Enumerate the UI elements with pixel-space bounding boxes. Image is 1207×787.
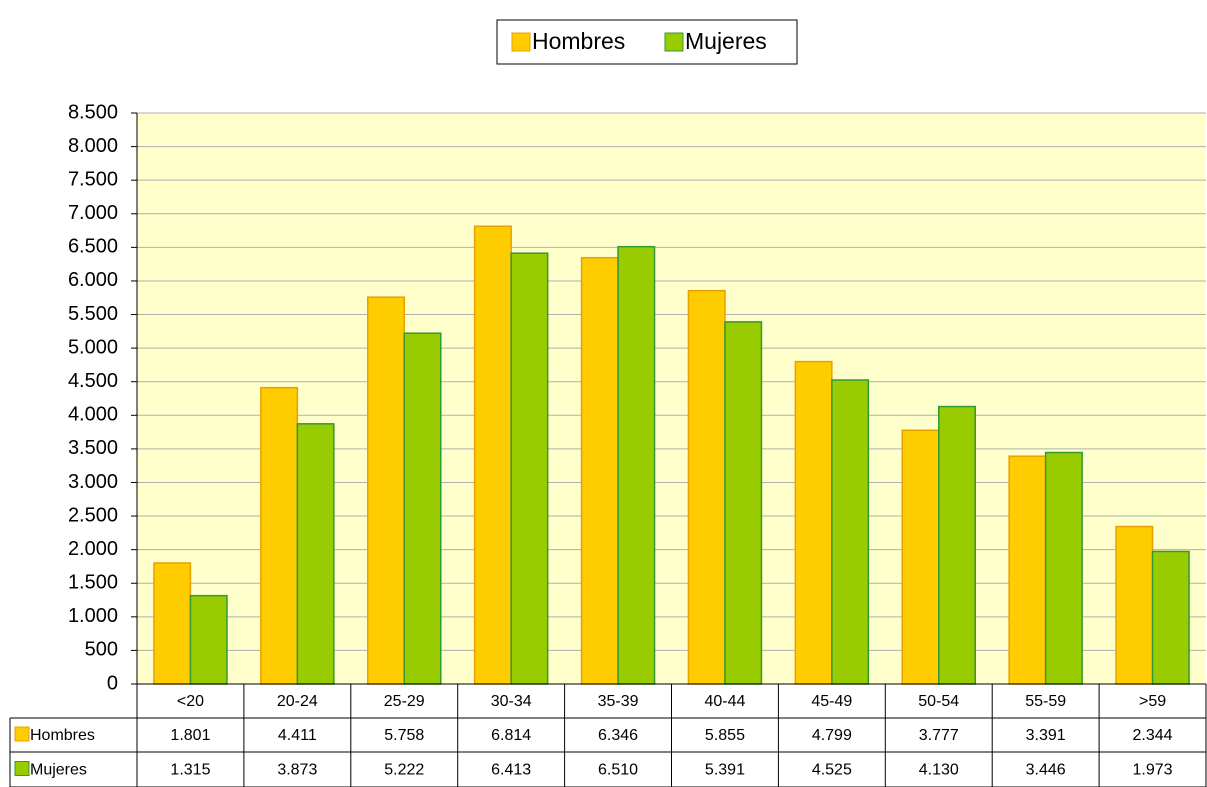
x-tick-label: 20-24	[277, 693, 318, 710]
data-label: 5.391	[705, 762, 745, 779]
y-tick-label: 500	[85, 639, 118, 661]
data-label: 1.315	[170, 762, 210, 779]
y-tick-label: 0	[107, 672, 118, 694]
bar	[1115, 525, 1154, 685]
bar	[473, 225, 512, 685]
table-swatch	[14, 726, 30, 742]
data-label: 1.801	[170, 727, 210, 744]
y-tick-label: 4.500	[68, 370, 118, 392]
legend	[496, 19, 798, 65]
x-tick-label: 45-49	[811, 693, 852, 710]
x-tick-label: 40-44	[704, 693, 745, 710]
bar	[153, 562, 192, 685]
bar	[260, 386, 299, 685]
data-label: 4.525	[812, 762, 852, 779]
x-tick-label: 30-34	[491, 693, 532, 710]
x-tick-label: >59	[1139, 693, 1166, 710]
x-tick-label: 25-29	[384, 693, 425, 710]
x-tick-label: <20	[177, 693, 204, 710]
data-label: 3.391	[1026, 727, 1066, 744]
y-tick-label: 7.000	[68, 202, 118, 224]
y-tick-label: 5.500	[68, 303, 118, 325]
bar	[1151, 550, 1190, 685]
table-swatch	[14, 761, 30, 776]
bar	[580, 256, 619, 685]
bar	[510, 252, 549, 685]
bar	[687, 289, 726, 685]
bar	[794, 360, 833, 685]
y-tick-label: 8.500	[68, 101, 118, 123]
y-tick-label: 6.000	[68, 269, 118, 291]
y-tick-label: 3.500	[68, 437, 118, 459]
legend-label: Hombres	[532, 28, 625, 54]
data-label: 6.413	[491, 762, 531, 779]
y-tick-label: 3.000	[68, 471, 118, 493]
y-tick-label: 1.000	[68, 605, 118, 627]
x-tick-label: 50-54	[918, 693, 959, 710]
data-label: 5.758	[384, 727, 424, 744]
data-label: 6.510	[598, 762, 638, 779]
bar	[296, 423, 335, 685]
bar	[831, 379, 870, 685]
y-tick-label: 8.000	[68, 135, 118, 157]
data-label: 3.446	[1026, 762, 1066, 779]
data-label: 4.411	[278, 727, 317, 744]
data-label: 3.777	[919, 727, 959, 744]
data-label: 4.130	[919, 762, 959, 779]
y-tick-label: 5.000	[68, 336, 118, 358]
y-tick-label: 2.500	[68, 504, 118, 526]
bar	[367, 296, 405, 685]
data-label: 5.222	[384, 762, 424, 779]
legend-swatch	[511, 32, 531, 52]
table-row-label: Hombres	[30, 727, 95, 744]
data-label: 1.973	[1133, 762, 1173, 779]
data-label: 5.855	[705, 727, 745, 744]
data-label: 6.814	[491, 727, 531, 744]
bar	[1044, 451, 1083, 685]
data-label: 3.873	[277, 762, 317, 779]
y-tick-label: 2.000	[68, 538, 118, 560]
x-tick-label: 35-39	[598, 693, 639, 710]
data-label: 6.346	[598, 727, 638, 744]
bar	[403, 332, 442, 685]
bar	[724, 321, 763, 685]
bar	[189, 594, 228, 685]
y-tick-label: 6.500	[68, 236, 118, 258]
y-tick-label: 4.000	[68, 404, 118, 426]
table-row-label: Mujeres	[30, 762, 87, 779]
legend-label: Mujeres	[685, 28, 767, 54]
bar	[901, 429, 940, 685]
y-tick-label: 7.500	[68, 168, 118, 190]
bar	[938, 405, 976, 685]
y-tick-label: 1.500	[68, 572, 118, 594]
data-label: 4.799	[812, 727, 852, 744]
bar	[617, 245, 656, 685]
data-label: 2.344	[1133, 727, 1173, 744]
bar	[1008, 455, 1047, 685]
legend-swatch	[664, 32, 684, 52]
x-tick-label: 55-59	[1025, 693, 1066, 710]
